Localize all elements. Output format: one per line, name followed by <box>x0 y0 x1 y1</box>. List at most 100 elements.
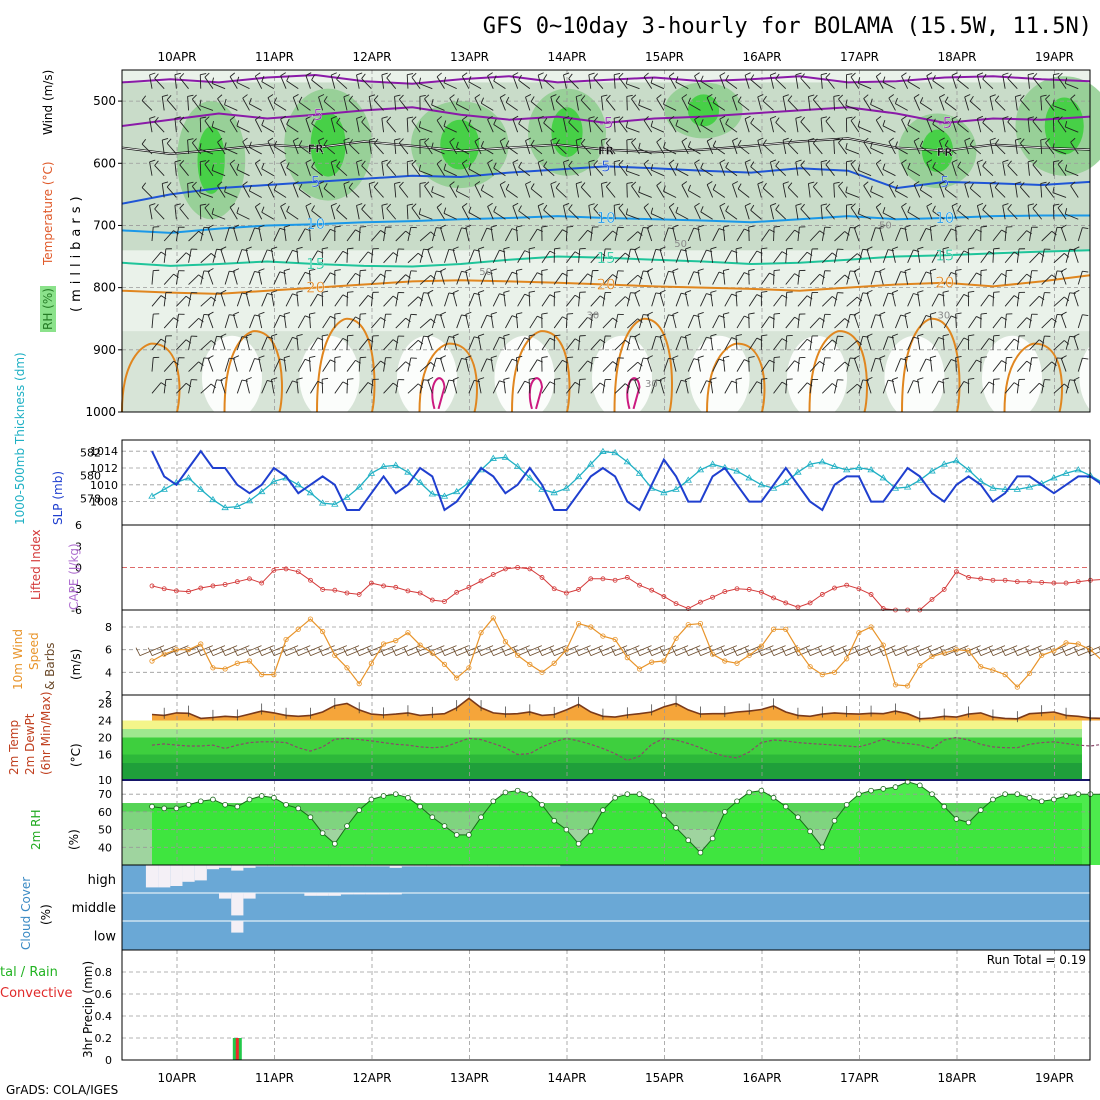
dewpoint-band <box>122 754 1082 763</box>
wind-barb <box>762 100 774 111</box>
wind-barb-flag <box>838 138 844 143</box>
wind-barb-flag <box>723 225 730 228</box>
surface-wind-barb <box>651 645 677 657</box>
wind-barb-flag <box>369 181 376 185</box>
wind-barb <box>932 210 945 220</box>
wind-barb <box>310 294 319 307</box>
surface-wind-barb <box>481 645 506 657</box>
wind-barb-flag <box>618 159 624 165</box>
cloud-clear-bar-high <box>292 865 305 867</box>
wind-barb <box>578 273 588 285</box>
surface-wind-barb <box>895 645 920 657</box>
wind-barb <box>419 231 431 242</box>
surface-wind-barb-flag <box>415 647 421 656</box>
wind-barb <box>994 187 1006 198</box>
rh-point <box>429 814 436 820</box>
wind-barb <box>697 270 701 285</box>
wind-barb <box>419 318 431 329</box>
wind-barb <box>748 294 758 307</box>
wind-barb-flag <box>875 159 882 164</box>
rh-point <box>222 801 228 808</box>
wind-barb-flag <box>643 357 650 360</box>
wind-barb-flag <box>322 290 329 293</box>
wind-barb <box>474 184 482 198</box>
wind-barb <box>710 248 714 263</box>
wind-barb <box>1041 379 1045 394</box>
surface-wind-barb-flag <box>525 647 531 656</box>
surface-warm-contour <box>418 342 478 413</box>
wind-barb-flag <box>490 224 497 228</box>
surface-wind-barb-flag <box>1061 647 1067 656</box>
wind-barb-flag <box>1007 160 1012 166</box>
wind-barb-flag <box>220 289 227 294</box>
wind-barb <box>1007 208 1018 220</box>
wind-barb <box>1053 357 1058 372</box>
wind-barb <box>895 227 902 242</box>
wind-speed-point <box>405 630 411 636</box>
surface-wind-barb-flag <box>720 647 726 656</box>
wind-barb-flag <box>850 203 856 208</box>
wind-barb <box>525 96 531 111</box>
pressure-tick-label: 800 <box>93 281 116 295</box>
wind-barb <box>684 248 689 263</box>
lifted-index-point <box>722 589 728 594</box>
wind-barb <box>929 357 933 372</box>
surface-wind-barb <box>761 645 786 657</box>
wind-barb <box>1057 120 1067 133</box>
thickness-axis-label: 1000-500mb Thickness (dm) <box>13 352 27 525</box>
wind-barb <box>809 248 813 263</box>
wind-barb <box>292 140 299 155</box>
wind-barb <box>175 357 180 372</box>
wind-barb-flag <box>1057 72 1063 78</box>
wind-barb-flag <box>1073 289 1080 294</box>
wind-barb <box>456 190 470 198</box>
wind-barb-flag <box>614 72 621 76</box>
wind-speed-point <box>978 664 984 670</box>
wind-barb-flag <box>850 159 856 165</box>
wind-barb <box>370 379 374 394</box>
wind-barb <box>737 101 750 111</box>
rh-point <box>697 849 704 856</box>
wind-barb <box>850 207 860 220</box>
lifted-index-point <box>210 583 216 589</box>
wind-barb-flag <box>1069 248 1076 251</box>
wind-barb <box>697 227 701 242</box>
surface-wind-barb-flag <box>793 647 799 656</box>
wind-barb <box>553 272 563 285</box>
wind-barb <box>318 96 324 111</box>
surface-wind-barb-flag <box>220 647 226 656</box>
wind-barb-flag <box>618 72 624 78</box>
wind-barb-flag <box>750 204 755 211</box>
lifted-index-point <box>795 604 801 610</box>
wind-barb <box>427 292 433 307</box>
wind-barb <box>386 121 397 133</box>
wind-barb <box>229 119 238 133</box>
wind-barb <box>407 270 412 285</box>
wind-barb <box>602 230 613 242</box>
surface-wind-barb <box>542 645 567 657</box>
wind-barb <box>614 227 619 242</box>
wind-barb <box>863 98 872 111</box>
wind-barb-flag <box>850 226 857 229</box>
wind-barb-flag <box>647 311 653 316</box>
wind-barb <box>529 315 538 329</box>
wind-barb-flag <box>580 182 586 188</box>
wind-barb <box>863 185 872 198</box>
wind-barb <box>681 184 689 198</box>
wind-barb-flag <box>647 268 653 272</box>
surface-wind-barb-flag <box>269 647 275 656</box>
cloud-clear-bar-high <box>316 865 329 867</box>
wind-barb-flag <box>904 224 911 228</box>
wind-barb-flag <box>154 160 159 166</box>
date-label-bottom: 11APR <box>255 1071 294 1085</box>
wind-barb <box>618 77 628 89</box>
surface-wind-barb <box>334 645 360 657</box>
wind-barb <box>151 251 162 264</box>
wind-barb <box>424 98 433 111</box>
wind-barb-flag <box>490 312 497 315</box>
wind-barb <box>217 98 226 111</box>
wind-barb-flag <box>407 203 414 206</box>
wind-barb-flag <box>424 137 430 143</box>
wind-barb-flag <box>309 355 316 359</box>
thickness-point <box>1025 483 1034 490</box>
